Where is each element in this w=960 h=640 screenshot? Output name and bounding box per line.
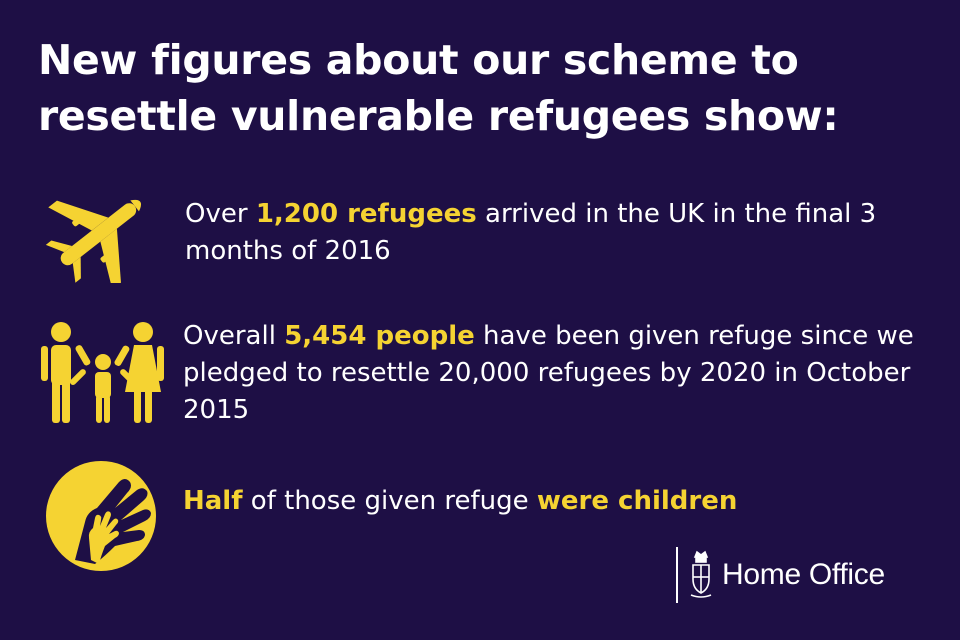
hands-icon [46, 461, 156, 571]
fact-children-highlight-half: Half [183, 486, 243, 516]
fact-arrivals-prefix: Over [185, 199, 256, 229]
fact-arrivals-highlight: 1,200 refugees [255, 199, 477, 229]
fact-total-prefix: Overall [183, 321, 285, 351]
headline-line-2: resettle vulnerable refugees show: [38, 92, 839, 140]
family-icon [41, 322, 164, 423]
home-office-logo: Home Office [676, 545, 885, 605]
airplane-icon [45, 199, 141, 283]
fact-total-refuge: Overall 5,454 people have been given ref… [183, 318, 943, 429]
fact-total-highlight: 5,454 people [284, 321, 475, 351]
fact-children-text: of those given refuge [242, 486, 537, 516]
fact-arrivals: Over 1,200 refugees arrived in the UK in… [185, 196, 925, 270]
headline-line-1: New figures about our scheme to [38, 36, 799, 84]
fact-arrivals-text: arrived in the UK in the final 3 months … [185, 199, 877, 266]
logo-divider [676, 547, 678, 603]
fact-children-highlight-children: were children [536, 486, 738, 516]
headline: New figures about our scheme to resettle… [38, 32, 938, 144]
royal-crest-icon [690, 550, 712, 598]
logo-text: Home Office [722, 558, 885, 591]
fact-children: Half of those given refuge were children [183, 483, 943, 520]
fact-total-text: have been given refuge since we pledged … [183, 321, 914, 425]
